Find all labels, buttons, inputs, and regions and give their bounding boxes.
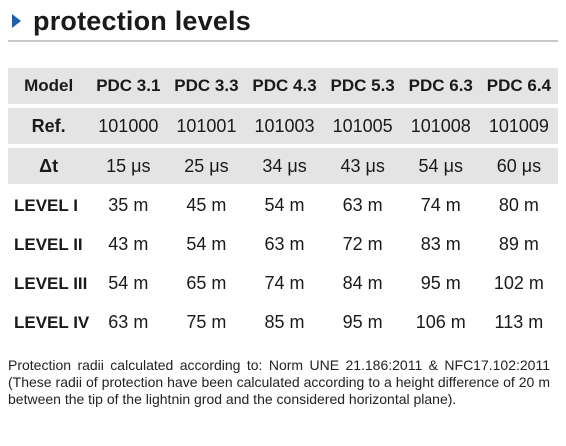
- cell: 74 m: [420, 195, 461, 215]
- table-row: Δt 15 μs 25 μs 34 μs 43 μs 54 μs 60 μs: [8, 148, 558, 184]
- cell: 35 m: [108, 195, 149, 215]
- table-row: Ref. 101000 101001 101003 101005 101008 101009: [8, 108, 558, 144]
- cell: 102 m: [493, 273, 544, 293]
- cell: 101001: [167, 108, 246, 144]
- row-label: LEVEL IV: [14, 312, 90, 332]
- table-row: LEVEL IV 63 m 75 m 85 m 95 m 106 m 113 m: [8, 305, 558, 340]
- cell: 101000: [89, 108, 168, 144]
- footnote: Protection radii calculated according to…: [8, 357, 550, 407]
- cell: PDC 5.3: [323, 68, 402, 104]
- row-label: Ref.: [8, 108, 90, 144]
- cell: 85 m: [264, 312, 305, 332]
- cell: 34 μs: [245, 148, 324, 184]
- cell: 74 m: [264, 273, 305, 293]
- cell: 15 μs: [89, 148, 168, 184]
- cell: 63 m: [108, 312, 149, 332]
- cell: 101008: [401, 108, 480, 144]
- row-label: LEVEL II: [14, 234, 83, 254]
- cell: 75 m: [186, 312, 227, 332]
- cell: PDC 3.1: [89, 68, 168, 104]
- cell: 25 μs: [167, 148, 246, 184]
- cell: 54 m: [264, 195, 305, 215]
- cell: 63 m: [264, 234, 305, 254]
- cell: 43 m: [108, 234, 149, 254]
- title-marker: [12, 14, 21, 28]
- table-row: LEVEL II 43 m 54 m 63 m 72 m 83 m 89 m: [8, 227, 558, 262]
- row-label: LEVEL I: [14, 195, 78, 215]
- cell: 45 m: [186, 195, 227, 215]
- cell: 95 m: [420, 273, 461, 293]
- cell: 43 μs: [323, 148, 402, 184]
- cell: 106 m: [415, 312, 466, 332]
- cell: 54 m: [108, 273, 149, 293]
- cell: 101003: [245, 108, 324, 144]
- table-row: LEVEL III 54 m 65 m 74 m 84 m 95 m 102 m: [8, 266, 558, 301]
- title-rule: [8, 40, 558, 42]
- row-label: Model: [8, 68, 90, 104]
- cell: 95 m: [342, 312, 383, 332]
- cell: 101005: [323, 108, 402, 144]
- cell: 65 m: [186, 273, 227, 293]
- title-bar: protection levels: [12, 4, 251, 38]
- cell: 84 m: [342, 273, 383, 293]
- cell: 60 μs: [479, 148, 558, 184]
- cell: 83 m: [420, 234, 461, 254]
- cell: PDC 6.3: [401, 68, 480, 104]
- cell: 63 m: [342, 195, 383, 215]
- row-label: LEVEL III: [14, 273, 88, 293]
- cell: 80 m: [498, 195, 539, 215]
- cell: PDC 3.3: [167, 68, 246, 104]
- cell: 72 m: [342, 234, 383, 254]
- cell: 101009: [479, 108, 558, 144]
- cell: 89 m: [498, 234, 539, 254]
- protection-table: Model PDC 3.1 PDC 3.3 PDC 4.3 PDC 5.3 PDC 6.3…: [8, 64, 558, 344]
- row-label: Δt: [8, 148, 90, 184]
- cell: 54 μs: [401, 148, 480, 184]
- table-row: Model PDC 3.1 PDC 3.3 PDC 4.3 PDC 5.3 PDC 6.3…: [8, 68, 558, 104]
- table-row: LEVEL I 35 m 45 m 54 m 63 m 74 m 80 m: [8, 188, 558, 223]
- cell: 113 m: [494, 312, 544, 332]
- title: protection levels: [33, 5, 251, 36]
- cell: 54 m: [186, 234, 227, 254]
- cell: PDC 6.4: [479, 68, 558, 104]
- cell: PDC 4.3: [245, 68, 324, 104]
